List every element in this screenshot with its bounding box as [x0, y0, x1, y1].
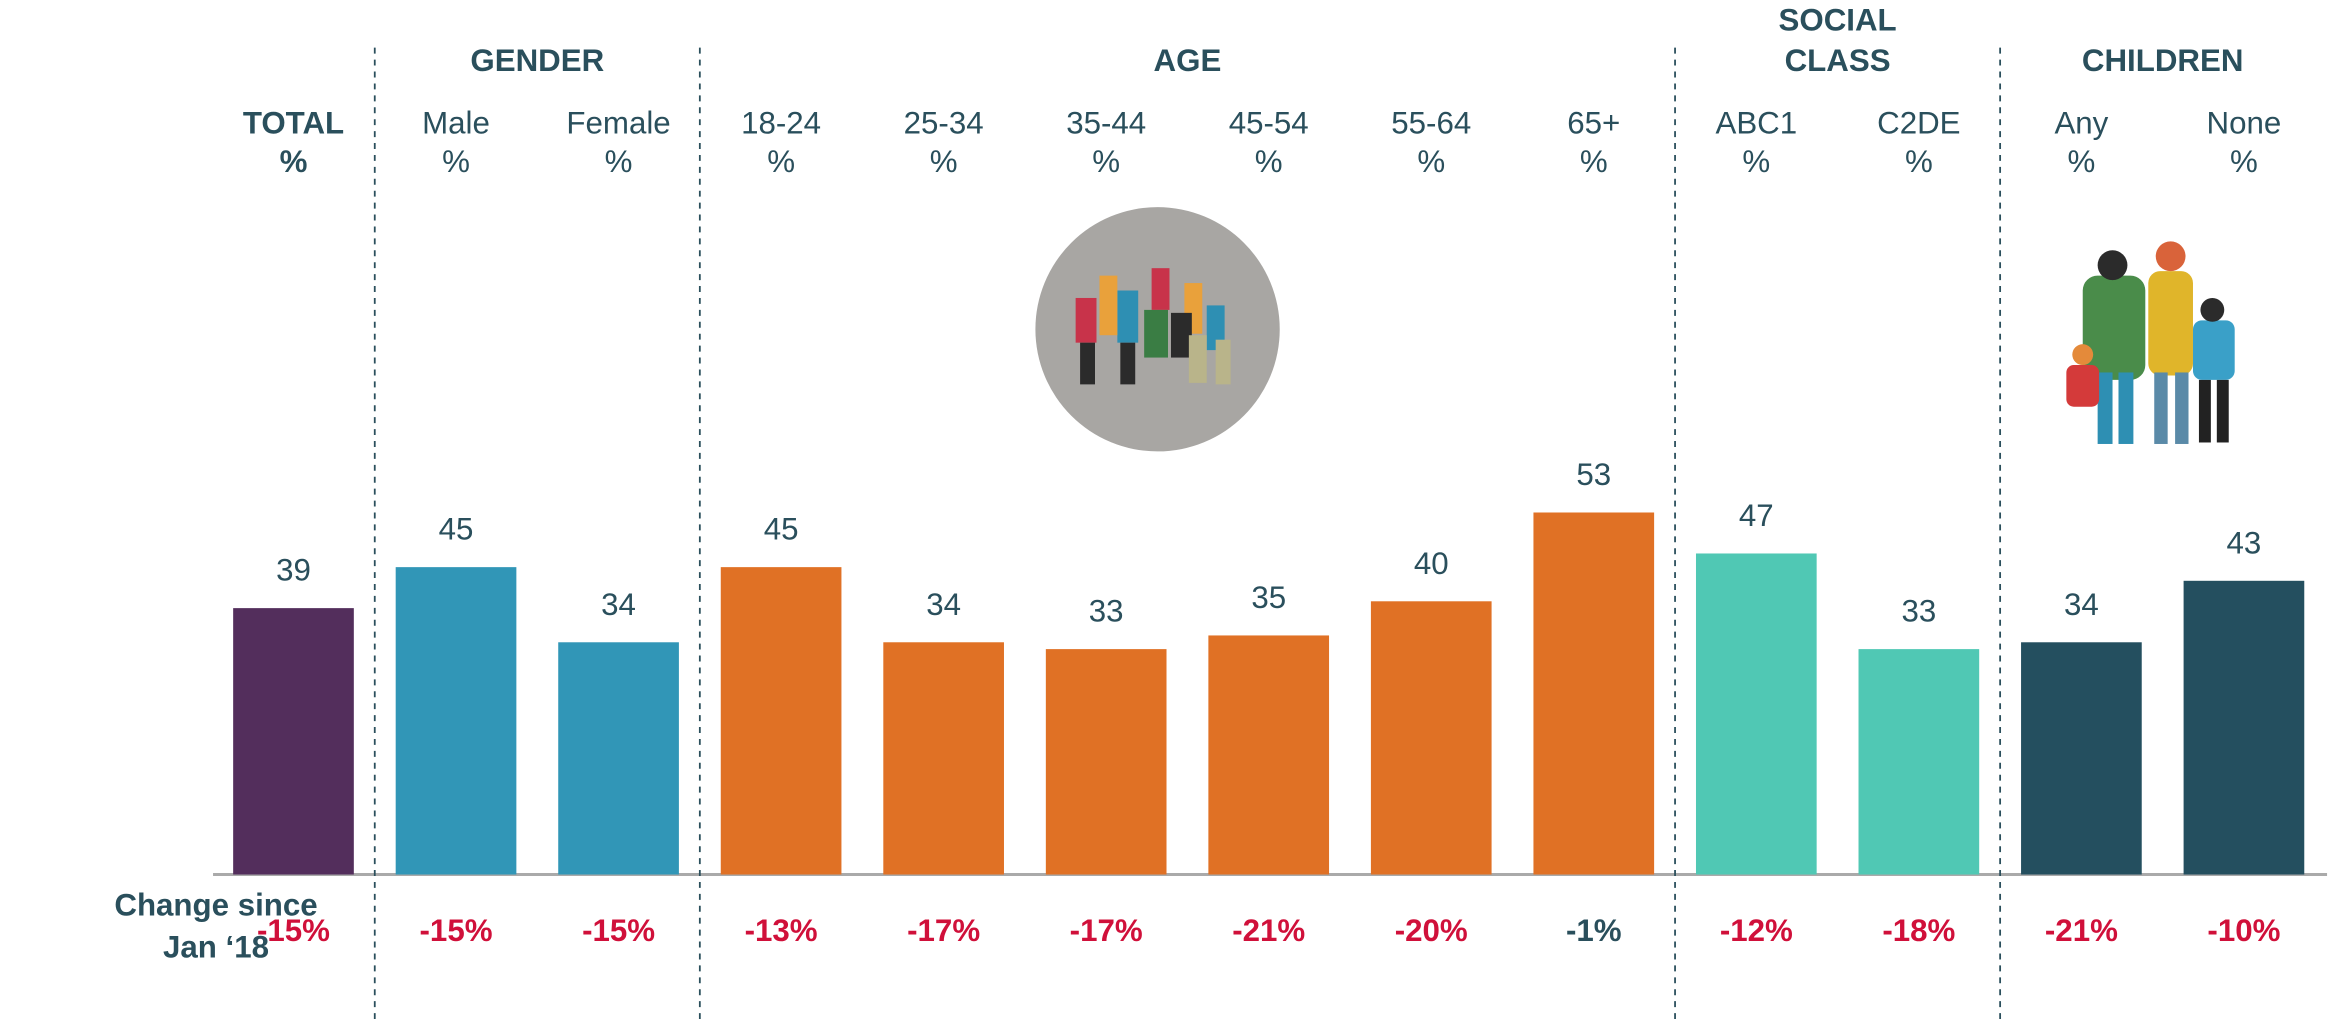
- unit-label: %: [1742, 144, 1770, 179]
- value-label: 47: [1739, 498, 1774, 533]
- bar: [395, 567, 517, 875]
- unit-label: %: [1417, 144, 1445, 179]
- bar: [1533, 512, 1655, 875]
- category-label: 25-34: [904, 105, 984, 140]
- category-label: 45-54: [1229, 105, 1309, 140]
- bar: [1695, 553, 1817, 875]
- category-label: 55-64: [1391, 105, 1471, 140]
- category-label: None: [2207, 105, 2282, 140]
- change-label: -1%: [1566, 913, 1622, 948]
- unit-label: %: [2067, 144, 2095, 179]
- bar: [1370, 601, 1492, 875]
- value-label: 34: [2064, 587, 2099, 622]
- crowd-illustration: [1035, 207, 1280, 452]
- change-label: -15%: [582, 913, 655, 948]
- unit-label: %: [1255, 144, 1283, 179]
- change-label: -18%: [1882, 913, 1955, 948]
- value-label: 33: [1901, 594, 1936, 629]
- unit-label: %: [605, 144, 633, 179]
- value-label: 33: [1089, 594, 1124, 629]
- value-label: 34: [601, 587, 636, 622]
- change-label: -15%: [257, 913, 330, 948]
- change-label: -21%: [1232, 913, 1305, 948]
- bar: [1858, 649, 1980, 875]
- category-label: Female: [566, 105, 670, 140]
- change-label: -17%: [907, 913, 980, 948]
- unit-label: %: [930, 144, 958, 179]
- unit-label: %: [280, 144, 308, 179]
- bar: [883, 642, 1004, 875]
- unit-label: %: [2230, 144, 2258, 179]
- change-label: -17%: [1070, 913, 1143, 948]
- unit-label: %: [1580, 144, 1608, 179]
- value-label: 40: [1414, 546, 1449, 581]
- change-label: -13%: [745, 913, 818, 948]
- bar: [1045, 649, 1167, 875]
- change-label: -10%: [2207, 913, 2280, 948]
- bar: [233, 608, 354, 875]
- value-label: 45: [764, 512, 799, 547]
- bar: [1208, 635, 1330, 875]
- value-label: 53: [1576, 457, 1611, 492]
- category-label: 65+: [1567, 105, 1620, 140]
- change-label: -15%: [420, 913, 493, 948]
- unit-label: %: [1905, 144, 1933, 179]
- row-label: Jan ‘18: [163, 929, 269, 964]
- category-label: 18-24: [741, 105, 821, 140]
- category-label: C2DE: [1877, 105, 1960, 140]
- group-title: AGE: [1154, 43, 1222, 78]
- change-label: -20%: [1395, 913, 1468, 948]
- bar: [2021, 642, 2142, 875]
- unit-label: %: [442, 144, 470, 179]
- value-label: 35: [1251, 580, 1286, 615]
- group-title: CLASS: [1785, 43, 1891, 78]
- category-label: 35-44: [1066, 105, 1146, 140]
- group-title: CHILDREN: [2082, 43, 2244, 78]
- unit-label: %: [1092, 144, 1120, 179]
- bar: [720, 567, 842, 875]
- change-label: -12%: [1720, 913, 1793, 948]
- unit-label: %: [767, 144, 795, 179]
- category-label: Any: [2054, 105, 2108, 140]
- bar: [2183, 580, 2305, 875]
- group-title: GENDER: [470, 43, 604, 78]
- category-label: ABC1: [1715, 105, 1797, 140]
- value-label: 34: [926, 587, 961, 622]
- value-label: 45: [439, 512, 474, 547]
- group-title: SOCIAL: [1779, 3, 1897, 38]
- value-label: 39: [276, 553, 311, 588]
- category-label: Male: [422, 105, 490, 140]
- change-label: -21%: [2045, 913, 2118, 948]
- value-label: 43: [2227, 525, 2262, 560]
- row-label: Change since: [114, 888, 317, 923]
- bar: [558, 642, 679, 875]
- family-illustration: [2066, 241, 2235, 444]
- category-label: TOTAL: [243, 105, 344, 140]
